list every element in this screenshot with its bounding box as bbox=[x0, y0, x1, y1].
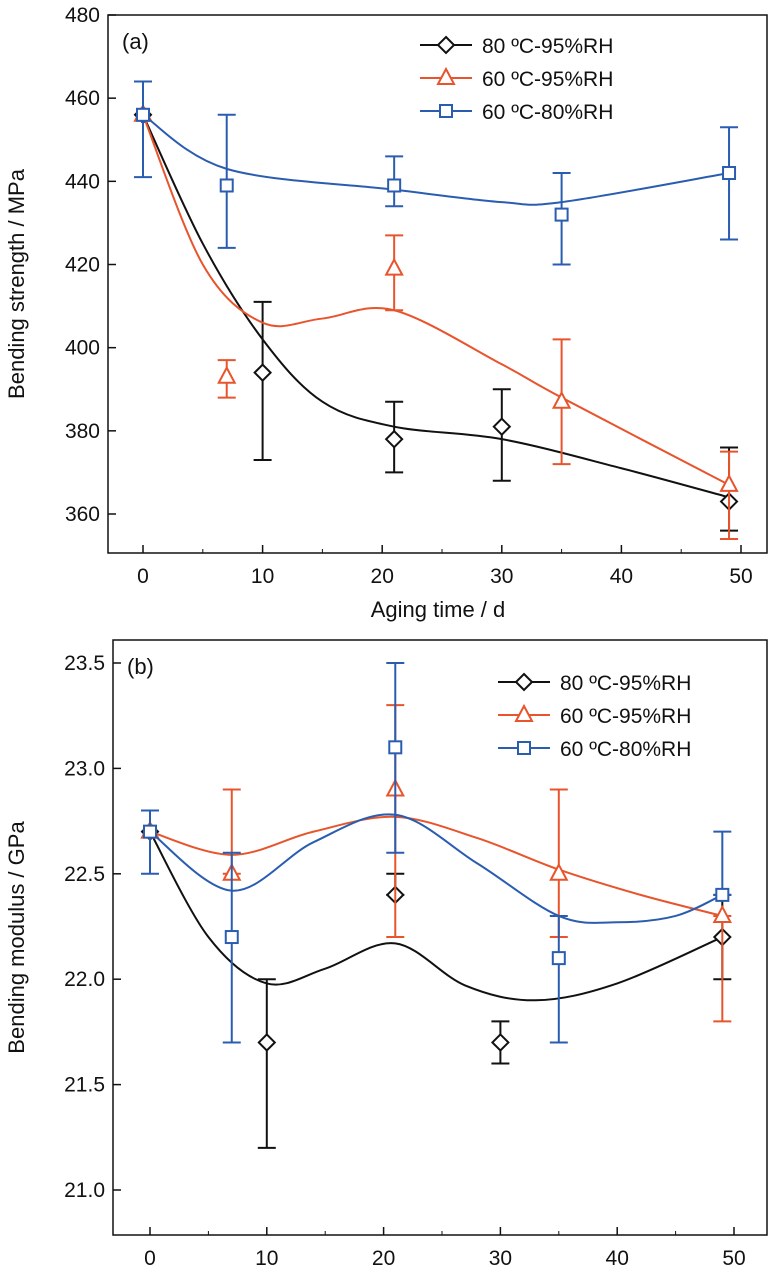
data-point-square bbox=[722, 166, 737, 181]
y-tick-label: 22.0 bbox=[64, 968, 105, 991]
data-point-triangle bbox=[384, 257, 404, 276]
x-tick-label: 50 bbox=[729, 565, 752, 588]
data-point-square bbox=[439, 104, 453, 118]
y-axis-label: Bending strength / MPa bbox=[4, 168, 29, 399]
y-tick-label: 21.5 bbox=[64, 1074, 105, 1097]
data-point-square bbox=[143, 824, 157, 839]
data-point-square bbox=[388, 740, 403, 755]
data-point-square bbox=[551, 951, 566, 966]
y-axis-label: Bending modulus / GPa bbox=[4, 821, 29, 1054]
fit-curve bbox=[149, 813, 723, 924]
x-tick-label: 40 bbox=[610, 565, 633, 588]
y-tick-label: 380 bbox=[65, 420, 100, 443]
fit-curve bbox=[149, 831, 723, 1002]
data-point-triangle bbox=[436, 66, 456, 85]
panel-b: 0102030405021.021.522.022.523.023.5Aging… bbox=[4, 639, 768, 1270]
y-tick-label: 440 bbox=[65, 170, 100, 193]
y-tick-label: 400 bbox=[65, 337, 100, 360]
fit-curve bbox=[149, 815, 723, 917]
data-point-triangle bbox=[217, 365, 237, 384]
data-point-square bbox=[224, 930, 239, 945]
y-tick-label: 22.5 bbox=[64, 863, 105, 886]
x-tick-label: 40 bbox=[606, 1247, 629, 1270]
data-point-square bbox=[554, 207, 569, 222]
y-tick-label: 480 bbox=[65, 4, 100, 27]
x-tick-label: 0 bbox=[144, 1247, 156, 1270]
series-1: 60 ºC-95%RH bbox=[133, 66, 739, 540]
data-point-square bbox=[387, 178, 402, 193]
data-point-diamond bbox=[514, 672, 534, 692]
legend-label: 60 ºC-80%RH bbox=[482, 101, 613, 124]
data-point-triangle bbox=[551, 390, 572, 409]
data-point-diamond bbox=[253, 363, 273, 383]
y-tick-label: 460 bbox=[65, 87, 100, 110]
data-point-diamond bbox=[490, 1033, 510, 1052]
data-point-square bbox=[517, 741, 531, 755]
panel-label: (b) bbox=[127, 654, 154, 679]
x-axis-label: Aging time / d bbox=[371, 597, 506, 622]
y-tick-label: 420 bbox=[65, 254, 100, 277]
data-point-triangle bbox=[719, 473, 739, 492]
x-tick-label: 30 bbox=[489, 1247, 512, 1270]
series-2: 60 ºC-80%RH bbox=[134, 80, 739, 266]
data-point-triangle bbox=[514, 703, 534, 722]
data-point-triangle bbox=[712, 904, 732, 923]
fit-curve bbox=[142, 114, 730, 499]
y-tick-label: 23.0 bbox=[64, 757, 105, 780]
fit-curve bbox=[142, 113, 730, 206]
x-tick-label: 20 bbox=[371, 565, 394, 588]
x-tick-label: 30 bbox=[490, 565, 513, 588]
data-point-diamond bbox=[257, 1033, 277, 1052]
plot-frame bbox=[112, 639, 768, 1236]
data-point-square bbox=[715, 887, 730, 902]
plot-frame bbox=[107, 14, 768, 554]
legend-label: 80 ºC-95%RH bbox=[482, 35, 613, 58]
data-point-square bbox=[136, 107, 150, 122]
data-point-diamond bbox=[436, 35, 456, 55]
series-0: 80 ºC-95%RH bbox=[133, 35, 739, 532]
data-point-diamond bbox=[492, 417, 512, 437]
data-point-diamond bbox=[384, 429, 404, 449]
x-tick-label: 0 bbox=[137, 565, 149, 588]
legend-label: 60 ºC-95%RH bbox=[482, 68, 613, 91]
y-tick-label: 360 bbox=[65, 503, 100, 526]
x-tick-label: 20 bbox=[372, 1247, 395, 1270]
x-tick-label: 10 bbox=[251, 565, 274, 588]
panel-a: 0 10 20 30 40 50 360 380 400 420 440 460 480 Aging ti… bbox=[4, 4, 768, 622]
series-2: 60 ºC-80%RH bbox=[141, 662, 732, 1044]
data-point-triangle bbox=[549, 862, 569, 881]
legend-label: 80 ºC-95%RH bbox=[560, 672, 691, 695]
y-tick-label: 23.5 bbox=[64, 652, 105, 675]
data-point-square bbox=[219, 178, 234, 193]
x-tick-label: 50 bbox=[722, 1247, 745, 1270]
y-tick-label: 21.0 bbox=[64, 1179, 105, 1202]
panel-label: (a) bbox=[122, 29, 149, 54]
legend-label: 60 ºC-95%RH bbox=[560, 705, 691, 728]
legend-label: 60 ºC-80%RH bbox=[560, 738, 691, 761]
x-tick-label: 10 bbox=[255, 1247, 278, 1270]
